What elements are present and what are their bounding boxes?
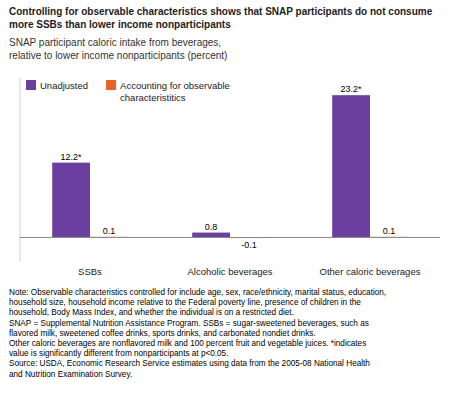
data-label: 0.1 xyxy=(383,226,396,236)
bar xyxy=(332,95,370,237)
legend-label-line: characteristitics xyxy=(120,92,186,103)
data-label: 0.8 xyxy=(205,222,218,232)
legend-label: Accounting for observablecharacteristiti… xyxy=(120,80,230,103)
note: Note: Observable characteristics control… xyxy=(9,288,386,297)
data-label: 12.2* xyxy=(61,152,83,162)
data-label: -0.1 xyxy=(241,240,257,250)
subtitle: SNAP participant caloric intake from bev… xyxy=(9,37,227,61)
x-tick-label: SSBs xyxy=(78,266,102,277)
zero-line xyxy=(20,237,440,238)
data-labels: 12.2* 0.8 23.2* 0.1 -0.1 0.1 xyxy=(61,84,396,250)
subtitle-line: SNAP participant caloric intake from bev… xyxy=(9,37,221,48)
note: value is significantly different from no… xyxy=(9,349,228,358)
title-line: Controlling for observable characteristi… xyxy=(9,6,433,17)
legend-swatch xyxy=(106,80,116,90)
chart: Controlling for observable characteristi… xyxy=(0,0,450,393)
note: and Nutrition Examination Survey. xyxy=(9,370,132,379)
y-axis-line xyxy=(20,78,21,262)
note: flavored milk, sweetened coffee drinks, … xyxy=(9,329,316,338)
title: Controlling for observable characteristi… xyxy=(9,6,433,30)
legend-label-line: Unadjusted xyxy=(40,80,88,91)
title-line: more SSBs than lower income nonparticipa… xyxy=(9,19,231,30)
bars xyxy=(52,95,408,238)
legend-label-line: Accounting for observable xyxy=(120,80,230,91)
note: household size, household income relativ… xyxy=(9,298,361,307)
bar xyxy=(52,163,90,238)
legend-swatch xyxy=(26,80,36,90)
x-tick-label: Other caloric beverages xyxy=(320,266,421,277)
bar xyxy=(192,233,230,238)
background xyxy=(0,0,450,393)
note: Other caloric beverages are nonflavored … xyxy=(9,339,366,348)
subtitle-line: relative to lower income nonparticipants… xyxy=(9,50,227,61)
note: SNAP = Supplemental Nutrition Assistance… xyxy=(9,319,369,328)
legend: Unadjusted Accounting for observablechara… xyxy=(26,80,230,103)
note: Source: USDA, Economic Research Service … xyxy=(9,359,370,368)
x-tick-label: Alcoholic beverages xyxy=(187,266,272,277)
data-label: 0.1 xyxy=(103,226,116,236)
data-label: 23.2* xyxy=(341,84,363,94)
note: household, Body Mass Index, and whether … xyxy=(9,308,294,317)
legend-label: Unadjusted xyxy=(40,80,88,91)
